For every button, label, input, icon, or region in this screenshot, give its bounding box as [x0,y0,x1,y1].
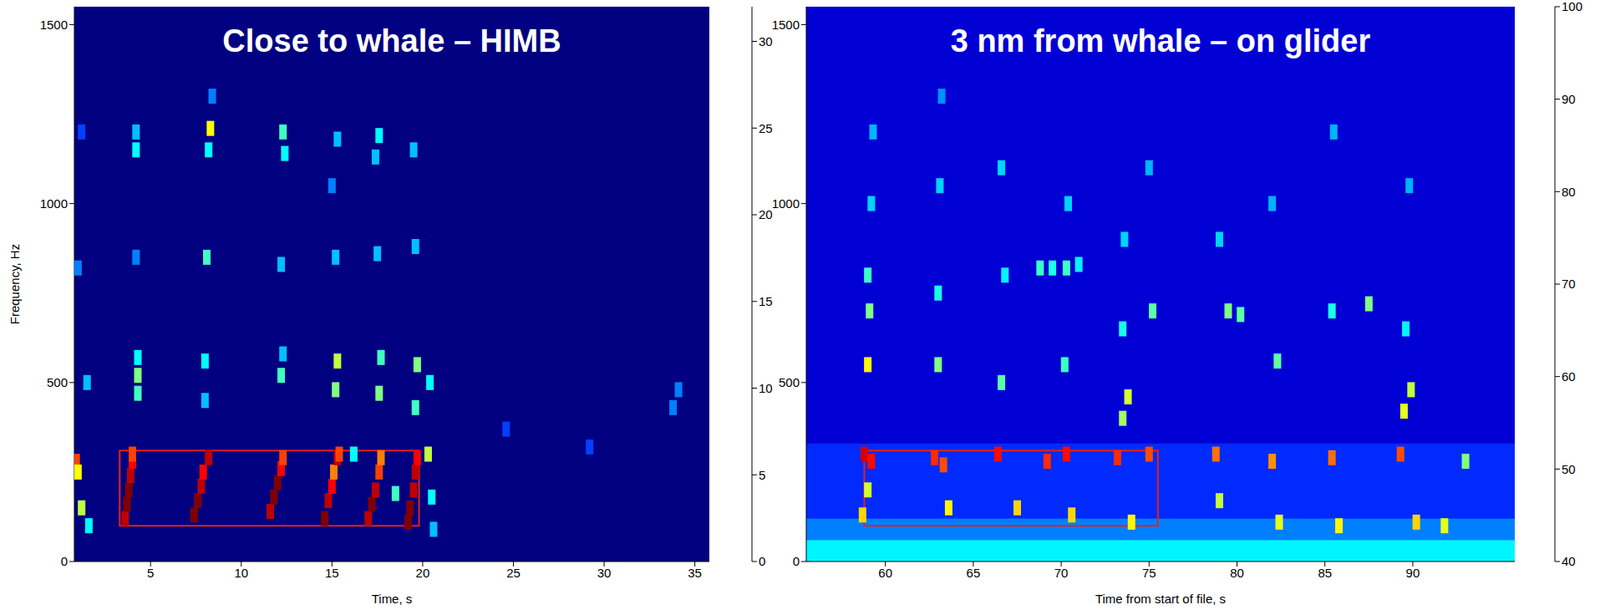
svg-text:30: 30 [597,565,612,580]
svg-text:0: 0 [758,553,766,569]
svg-text:Frequency, Hz: Frequency, Hz [7,243,22,325]
svg-text:0: 0 [60,553,68,569]
svg-text:30: 30 [758,34,773,49]
svg-text:50: 50 [1561,462,1576,477]
svg-text:500: 500 [778,375,800,390]
svg-text:25: 25 [506,565,521,580]
html-text:3 nm from whale – on glider: 3 nm from whale – on glider [950,23,1371,59]
svg-text:60: 60 [1561,369,1576,384]
svg-text:25: 25 [758,121,773,136]
svg-text:90: 90 [1561,91,1576,107]
svg-text:60: 60 [878,565,893,580]
svg-text:5: 5 [758,467,766,483]
svg-text:90: 90 [1406,565,1421,580]
svg-text:40: 40 [1561,553,1576,569]
svg-text:Time, s: Time, s [371,591,413,606]
svg-text:65: 65 [966,565,981,580]
svg-text:15: 15 [758,294,773,309]
svg-text:10: 10 [758,380,773,396]
svg-text:80: 80 [1561,184,1576,199]
svg-text:5: 5 [147,565,154,580]
svg-text:1500: 1500 [40,17,68,32]
svg-text:1000: 1000 [40,196,68,211]
svg-text:85: 85 [1317,565,1332,580]
svg-text:70: 70 [1054,565,1069,580]
svg-text:20: 20 [758,207,773,222]
svg-text:10: 10 [233,565,249,580]
svg-text:20: 20 [416,565,431,580]
svg-text:80: 80 [1229,565,1245,580]
svg-text:500: 500 [46,375,68,390]
svg-text:0: 0 [792,553,800,569]
svg-text:Time from start of file, s: Time from start of file, s [1095,591,1226,606]
svg-text:1000: 1000 [772,196,800,211]
svg-text:75: 75 [1142,565,1157,580]
svg-text:100: 100 [1561,0,1583,14]
html-text:Close to whale – HIMB: Close to whale – HIMB [222,23,562,59]
svg-text:1500: 1500 [772,17,800,32]
svg-text:15: 15 [325,565,340,580]
svg-text:35: 35 [687,565,702,580]
svg-text:70: 70 [1561,276,1576,291]
